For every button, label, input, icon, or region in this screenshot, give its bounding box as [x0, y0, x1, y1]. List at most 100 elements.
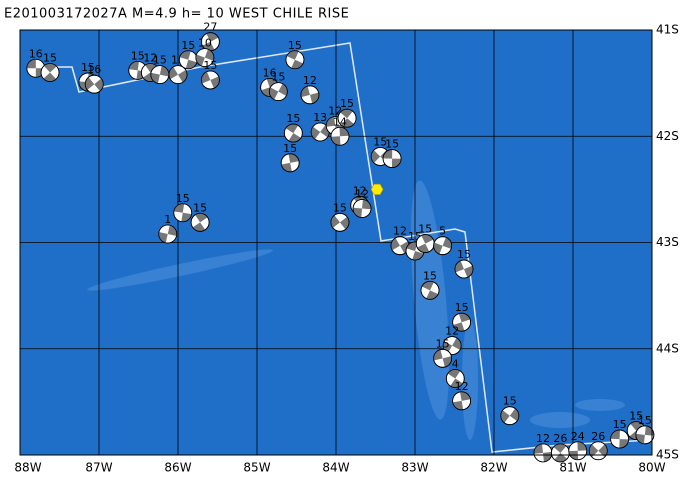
ball-quadrant: [195, 213, 208, 223]
lon-label: 83W: [401, 461, 428, 475]
ball-quadrant: [635, 433, 645, 444]
ball-quadrant: [391, 158, 402, 168]
depth-label: 4: [452, 358, 459, 371]
ball-quadrant: [85, 77, 95, 90]
depth-label: 15: [43, 52, 57, 65]
ball-quadrant: [173, 203, 185, 213]
lon-label: 88W: [14, 461, 41, 475]
depth-label: 12: [143, 52, 157, 65]
depth-label: 15: [423, 269, 437, 282]
focal-mechanism: 4: [445, 358, 465, 388]
ball-quadrant: [533, 443, 543, 454]
ball-quadrant: [340, 109, 353, 119]
ball-quadrant: [145, 63, 158, 73]
depth-label: 12: [353, 184, 367, 197]
ball-quadrant: [286, 50, 299, 60]
lat-label: 42S: [656, 129, 679, 143]
ball-quadrant: [169, 66, 178, 80]
ball-quadrant: [288, 133, 301, 143]
ball-quadrant: [452, 337, 462, 350]
depth-label: 15: [153, 54, 167, 67]
focal-mechanism: 26: [550, 432, 570, 463]
ball-outline: [610, 429, 630, 449]
ball-quadrant: [433, 349, 443, 361]
ball-quadrant: [43, 63, 57, 73]
ball-quadrant: [500, 410, 510, 423]
depth-label: 15: [203, 59, 217, 72]
focal-mechanism: 15: [285, 39, 305, 70]
ball-outline: [445, 369, 465, 388]
ball-outline: [382, 149, 402, 168]
focal-mechanism: 16: [84, 63, 104, 94]
ball-outline: [300, 85, 320, 105]
focal-mechanism: 15: [420, 269, 440, 300]
lat-label: 41S: [656, 23, 679, 37]
ball-quadrant: [285, 124, 299, 134]
ball-quadrant: [554, 452, 568, 462]
ball-quadrant: [426, 290, 439, 300]
depth-label: 26: [591, 430, 605, 443]
focal-mechanism: 15: [454, 248, 474, 279]
focal-mechanism: 14: [330, 115, 350, 146]
depth-label: 16: [29, 47, 43, 60]
ball-quadrant: [353, 207, 363, 218]
focal-mechanism: 15: [330, 201, 350, 232]
ball-quadrant: [210, 76, 220, 89]
focal-mechanism: 15: [337, 97, 357, 128]
ball-quadrant: [150, 72, 160, 84]
ball-quadrant: [206, 32, 219, 42]
ball-quadrant: [181, 212, 192, 222]
ball-quadrant: [288, 153, 300, 163]
ball-quadrant: [450, 378, 463, 388]
frame: [19, 29, 653, 456]
ball-outline: [433, 348, 453, 368]
ball-outline: [40, 63, 60, 82]
ball-outline: [452, 391, 472, 411]
ball-quadrant: [509, 408, 519, 422]
depth-label: 15: [131, 49, 145, 62]
depth-label: 15: [340, 97, 354, 110]
ball-quadrant: [362, 199, 372, 210]
ball-outline: [330, 212, 350, 232]
ball-quadrant: [417, 243, 430, 253]
depth-label: 1: [164, 213, 171, 226]
lon-label: 81W: [559, 461, 586, 475]
depth-label: 15: [373, 135, 387, 148]
ball-outline: [635, 425, 655, 445]
depth-label: 15: [283, 142, 297, 155]
ball-quadrant: [577, 441, 587, 451]
focal-mechanism: 15: [280, 142, 300, 173]
depth-label: 15: [455, 301, 469, 314]
ball-quadrant: [201, 71, 211, 84]
focal-mechanism: 15: [150, 54, 170, 85]
ball-outline: [195, 48, 215, 68]
ball-quadrant: [326, 116, 336, 127]
depth-label: 15: [193, 201, 207, 214]
ball-outline: [500, 406, 520, 426]
ball-quadrant: [460, 391, 471, 401]
focal-mechanism: 15: [610, 418, 630, 449]
focal-mechanism: 15: [40, 52, 60, 82]
ball-quadrant: [291, 59, 304, 69]
ball-quadrant: [26, 59, 36, 69]
ball-quadrant: [281, 162, 292, 172]
lat-label: 43S: [656, 235, 679, 249]
lat-label: 45S: [656, 448, 679, 462]
focal-mechanism: 12: [533, 432, 553, 463]
depth-label: 12: [455, 380, 469, 393]
ball-quadrant: [553, 443, 567, 453]
ball-quadrant: [598, 444, 608, 458]
lon-label: 80W: [638, 461, 665, 475]
depth-label: 15: [436, 337, 450, 350]
lon-label: 87W: [85, 461, 112, 475]
ball-quadrant: [192, 222, 206, 232]
ball-quadrant: [447, 369, 461, 379]
depth-label: 15: [181, 39, 195, 52]
epicenter: [370, 183, 384, 195]
ball-quadrant: [542, 451, 552, 462]
ball-outline: [452, 312, 472, 332]
focal-mechanism: 15: [433, 337, 453, 368]
ball-quadrant: [43, 72, 57, 82]
ball-outline: [420, 280, 440, 300]
focal-mechanism: 15: [452, 301, 472, 332]
